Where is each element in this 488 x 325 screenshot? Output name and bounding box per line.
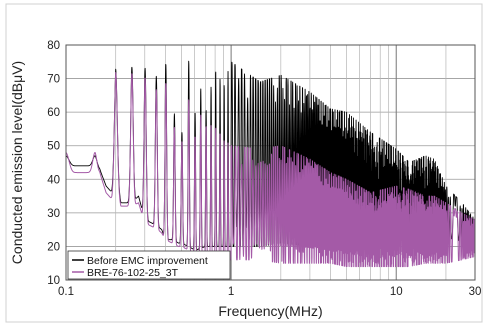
y-tick-label: 10 xyxy=(47,275,60,287)
y-tick-label: 80 xyxy=(47,40,60,52)
x-tick-label: 30 xyxy=(469,286,482,298)
y-axis-label: Conducted emission level(dBμV) xyxy=(9,61,25,264)
series-line-1 xyxy=(65,72,476,268)
plot-border xyxy=(65,44,476,281)
tick-labels: 10 20 30 40 50 60 70 80 0.1 1 10 30 xyxy=(47,40,481,298)
legend-box xyxy=(67,250,231,280)
x-tick-label: 10 xyxy=(390,286,403,298)
y-tick-label: 70 xyxy=(47,74,60,86)
x-tick-label: 1 xyxy=(228,286,234,298)
legend-entry-bre: BRE-76-102-25_3T xyxy=(87,267,179,279)
y-tick-label: 20 xyxy=(47,241,60,253)
y-tick-label: 50 xyxy=(47,141,60,153)
y-tick-label: 40 xyxy=(47,174,60,186)
x-tick-label: 0.1 xyxy=(58,286,74,298)
legend-entry-before: Before EMC improvement xyxy=(87,255,208,267)
y-tick-label: 60 xyxy=(47,107,60,119)
legend: Before EMC improvement BRE-76-102-25_3T xyxy=(67,250,231,280)
y-tick-label: 30 xyxy=(47,208,60,220)
x-axis-label: Frequency(MHz) xyxy=(218,303,322,319)
series-layer xyxy=(65,60,476,268)
